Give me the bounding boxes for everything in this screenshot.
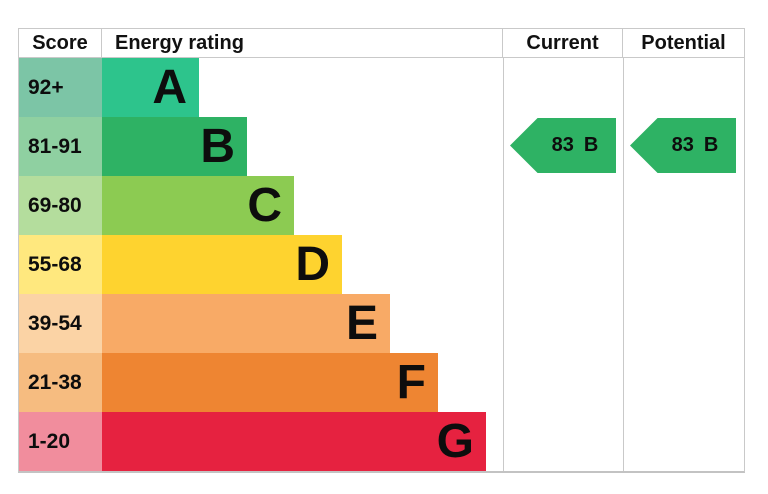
score-range-g: 1-20 [19, 412, 102, 471]
header-current: Current [503, 29, 623, 58]
band-bar-c: C [102, 176, 294, 235]
score-range-b: 81-91 [19, 117, 102, 176]
current-column: 83 B [503, 58, 623, 471]
bands-area: 92+ A 81-91 B 69-80 C 55-68 D 39-54 E 21… [19, 58, 503, 471]
current-rating-arrow: 83 B [510, 118, 616, 173]
header-potential: Potential [623, 29, 744, 58]
band-row-g: 1-20 G [19, 412, 503, 471]
score-range-a: 92+ [19, 58, 102, 117]
header-energy-rating: Energy rating [102, 29, 503, 58]
band-row-a: 92+ A [19, 58, 503, 117]
score-range-e: 39-54 [19, 294, 102, 353]
band-row-d: 55-68 D [19, 235, 503, 294]
potential-rating-arrow: 83 B [630, 118, 736, 173]
band-bar-f: F [102, 353, 438, 412]
band-bar-b: B [102, 117, 247, 176]
band-bar-a: A [102, 58, 199, 117]
score-range-f: 21-38 [19, 353, 102, 412]
band-bar-g: G [102, 412, 486, 471]
band-bar-e: E [102, 294, 390, 353]
potential-band-letter: B [703, 134, 719, 156]
potential-score-value: 83 [671, 134, 694, 156]
epc-rating-table: Score Energy rating Current Potential 92… [18, 28, 745, 473]
band-row-e: 39-54 E [19, 294, 503, 353]
current-score-value: 83 [551, 134, 574, 156]
band-bar-d: D [102, 235, 342, 294]
header-score: Score [19, 29, 102, 58]
score-range-d: 55-68 [19, 235, 102, 294]
band-row-f: 21-38 F [19, 353, 503, 412]
current-band-letter: B [583, 134, 599, 156]
band-row-b: 81-91 B [19, 117, 503, 176]
potential-column: 83 B [623, 58, 744, 471]
score-range-c: 69-80 [19, 176, 102, 235]
band-row-c: 69-80 C [19, 176, 503, 235]
